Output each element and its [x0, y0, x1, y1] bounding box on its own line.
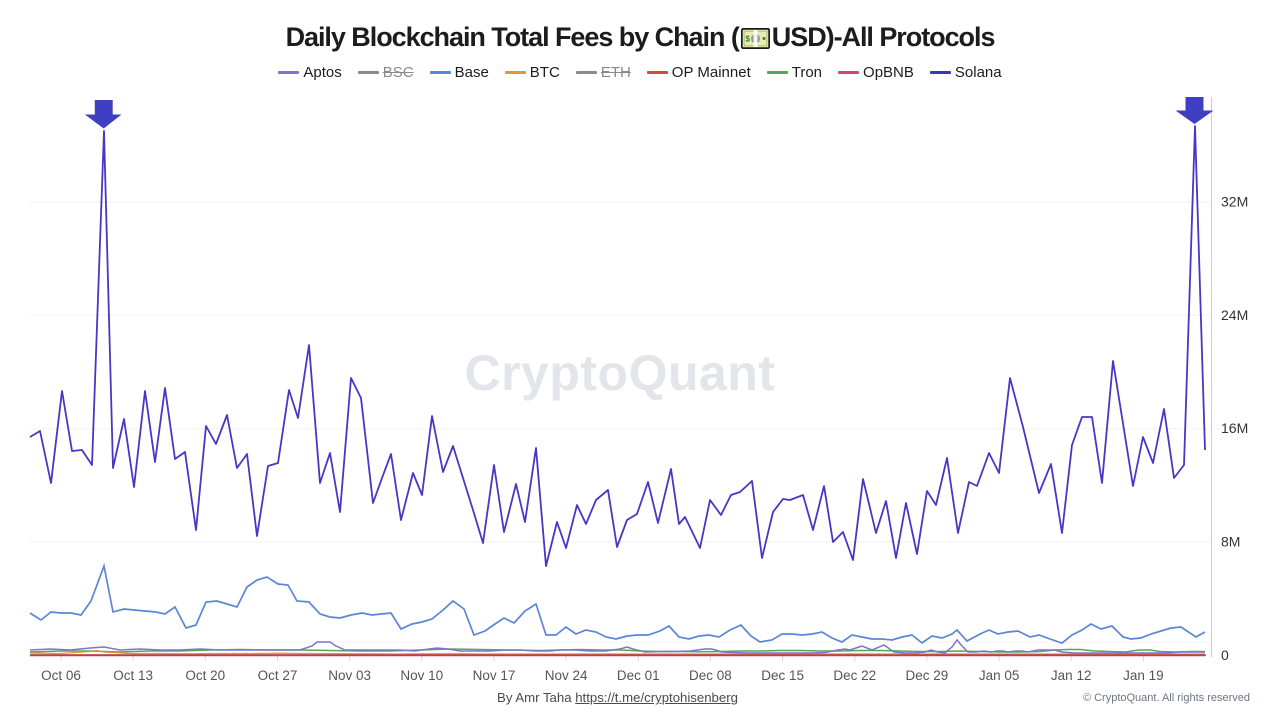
svg-text:0: 0 [1221, 647, 1229, 663]
svg-text:Dec 08: Dec 08 [689, 668, 732, 683]
svg-text:Oct 06: Oct 06 [41, 668, 81, 683]
svg-text:Jan 19: Jan 19 [1123, 668, 1164, 683]
svg-text:Nov 10: Nov 10 [400, 668, 443, 683]
svg-text:16M: 16M [1221, 420, 1248, 436]
svg-text:Dec 15: Dec 15 [761, 668, 804, 683]
svg-text:Oct 13: Oct 13 [113, 668, 153, 683]
svg-text:Oct 27: Oct 27 [258, 668, 298, 683]
svg-text:Dec 01: Dec 01 [617, 668, 660, 683]
svg-text:32M: 32M [1221, 194, 1248, 210]
svg-text:Nov 03: Nov 03 [328, 668, 371, 683]
svg-text:Jan 12: Jan 12 [1051, 668, 1092, 683]
svg-text:Jan 05: Jan 05 [979, 668, 1020, 683]
svg-text:24M: 24M [1221, 307, 1248, 323]
svg-text:Oct 20: Oct 20 [185, 668, 225, 683]
svg-text:$: $ [745, 35, 750, 44]
svg-text:8M: 8M [1221, 534, 1240, 550]
svg-text:Dec 29: Dec 29 [906, 668, 949, 683]
svg-text:Nov 17: Nov 17 [473, 668, 516, 683]
svg-text:Dec 22: Dec 22 [833, 668, 876, 683]
svg-text:Nov 24: Nov 24 [545, 668, 588, 683]
